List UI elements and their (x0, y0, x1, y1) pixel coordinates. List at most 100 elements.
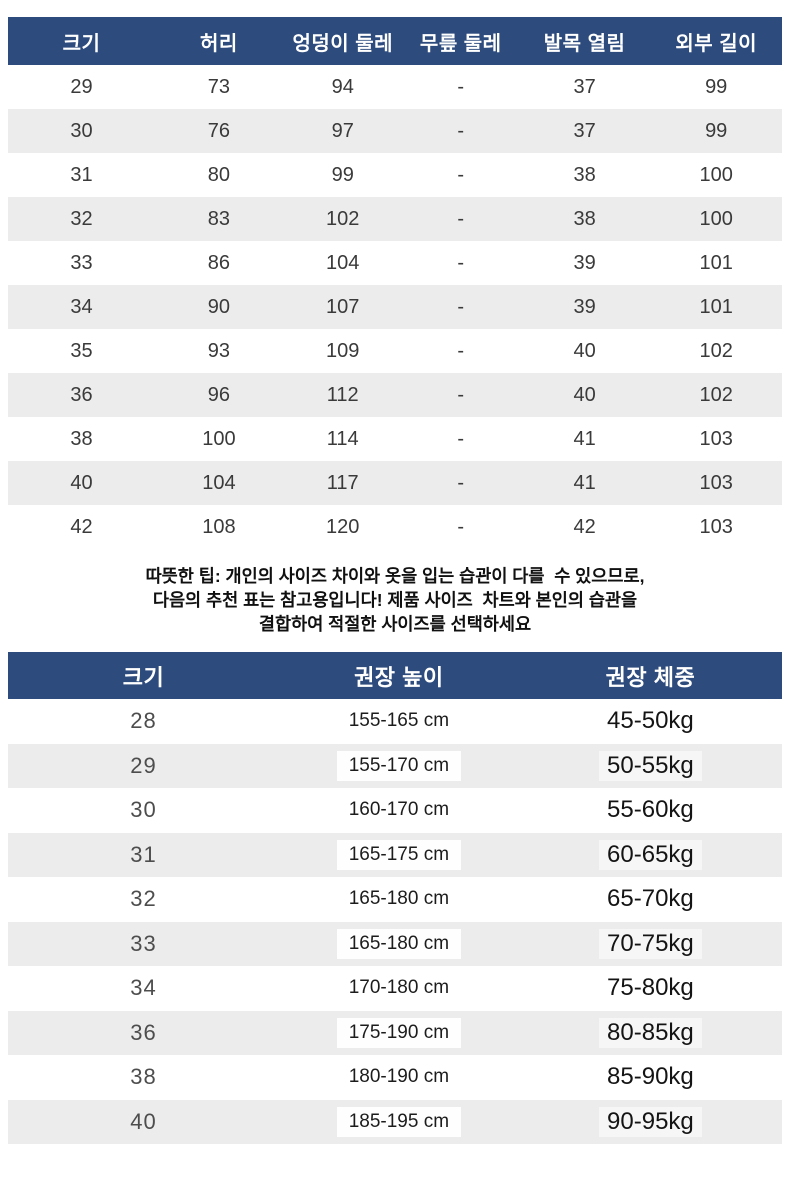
column-header-waist: 허리 (155, 17, 283, 65)
waist-cell: 104 (202, 471, 236, 494)
knee-cell: - (457, 163, 465, 186)
table-row: 36 96 112 - 40 102 (8, 373, 782, 417)
size-cell: 29 (8, 744, 279, 789)
table-row: 34 170-180 cm 75-80kg (8, 966, 782, 1011)
weight-value: 75-80kg (599, 973, 702, 1004)
knee-cell: - (457, 251, 465, 274)
length-cell: 102 (699, 339, 733, 362)
size-value: 40 (130, 1108, 157, 1134)
knee-cell: - (457, 207, 465, 230)
length-cell: 99 (705, 75, 728, 98)
size-cell: 33 (70, 251, 93, 274)
table-row: 32 165-180 cm 65-70kg (8, 877, 782, 922)
hip-cell: 114 (326, 427, 359, 450)
size-tip-note: 따뜻한 팁: 개인의 사이즈 차이와 옷을 입는 습관이 다를 수 있으므로, … (8, 564, 782, 636)
height-cell: 165-175 cm (279, 833, 519, 878)
size-cell: 38 (70, 427, 93, 450)
column-header-hip: 엉덩이 둘레 (282, 17, 403, 65)
table-row: 32 83 102 - 38 100 (8, 197, 782, 241)
ankle-cell: 37 (573, 75, 596, 98)
waist-cell: 80 (207, 163, 231, 186)
table-row: 30 160-170 cm 55-60kg (8, 788, 782, 833)
height-cell: 160-170 cm (279, 788, 519, 833)
table-row: 33 86 104 - 39 101 (8, 241, 782, 285)
ankle-cell: 39 (573, 295, 596, 318)
weight-cell: 70-75kg (519, 922, 782, 967)
table-row: 33 165-180 cm 70-75kg (8, 921, 782, 967)
knee-cell: - (457, 427, 465, 450)
size-value: 36 (130, 1019, 157, 1045)
size-cell: 38 (8, 1055, 279, 1100)
height-cell: 155-165 cm (279, 699, 519, 744)
weight-value: 60-65kg (599, 839, 702, 870)
waist-cell: 73 (207, 75, 231, 98)
table-row: 30 76 97 - 37 99 (8, 109, 782, 153)
ankle-cell: 40 (573, 339, 596, 362)
column-header-knee: 무릎 둘레 (402, 17, 519, 65)
height-value: 180-190 cm (336, 1062, 462, 1093)
table-row: 40 104 117 - 41 103 (8, 461, 782, 505)
hip-cell: 102 (326, 207, 360, 230)
hip-cell: 99 (331, 163, 354, 186)
size-value: 28 (130, 708, 157, 734)
tip-line: 결합하여 적절한 사이즈를 선택하세요 (258, 614, 532, 634)
size-value: 31 (130, 841, 157, 867)
size-cell: 31 (8, 833, 279, 878)
height-value: 175-190 cm (336, 1017, 462, 1048)
length-cell: 100 (699, 207, 733, 230)
table-row: 36 175-190 cm 80-85kg (8, 1010, 782, 1056)
hip-cell: 104 (326, 251, 360, 274)
length-cell: 99 (705, 119, 728, 142)
weight-value: 50-55kg (599, 750, 702, 781)
size-chart-page: 크기 허리 엉덩이 둘레 무릎 둘레 발목 열림 외부 길이 29 73 94 … (8, 17, 782, 1144)
weight-cell: 75-80kg (519, 966, 782, 1011)
column-header-length: 외부 길이 (650, 17, 782, 65)
table-row: 29 73 94 - 37 99 (8, 65, 782, 109)
waist-cell: 108 (202, 515, 236, 538)
height-value: 155-165 cm (336, 706, 462, 737)
hip-cell: 112 (326, 383, 359, 406)
weight-value: 55-60kg (599, 795, 702, 826)
knee-cell: - (457, 295, 465, 318)
size-cell: 33 (8, 922, 279, 967)
column-header-size: 크기 (8, 17, 156, 65)
ankle-cell: 39 (573, 251, 596, 274)
knee-cell: - (457, 119, 465, 142)
ankle-cell: 41 (573, 427, 596, 450)
size-cell: 32 (8, 877, 279, 922)
size-cell: 34 (8, 966, 279, 1011)
table-row: 31 80 99 - 38 100 (8, 153, 782, 197)
hip-cell: 120 (326, 515, 360, 538)
column-header-height: 권장 높이 (278, 652, 519, 699)
ankle-cell: 38 (573, 163, 596, 186)
recommendation-table: 크기 권장 높이 권장 체중 28 155-165 cm 45-50kg 29 … (8, 652, 782, 1144)
hip-cell: 94 (331, 75, 354, 98)
table-row: 42 108 120 - 42 103 (8, 505, 782, 549)
table-row: 31 165-175 cm 60-65kg (8, 832, 782, 878)
height-value: 160-170 cm (336, 795, 462, 826)
ankle-cell: 42 (573, 515, 596, 538)
size-cell: 42 (70, 515, 93, 538)
size-cell: 31 (70, 163, 93, 186)
weight-value: 80-85kg (599, 1017, 702, 1048)
size-cell: 36 (8, 1011, 279, 1056)
table-row: 29 155-170 cm 50-55kg (8, 743, 782, 789)
waist-cell: 93 (207, 339, 231, 362)
weight-cell: 80-85kg (519, 1011, 782, 1056)
height-cell: 170-180 cm (279, 966, 519, 1011)
knee-cell: - (457, 339, 465, 362)
waist-cell: 96 (207, 383, 231, 406)
height-value: 155-170 cm (336, 750, 462, 781)
table-row: 34 90 107 - 39 101 (8, 285, 782, 329)
height-value: 185-195 cm (336, 1106, 462, 1137)
tip-line: 다음의 추천 표는 참고용입니다! 제품 사이즈 차트와 본인의 습관을 (152, 590, 638, 610)
size-cell: 32 (70, 207, 93, 230)
waist-cell: 86 (207, 251, 231, 274)
knee-cell: - (457, 515, 465, 538)
weight-cell: 55-60kg (519, 788, 782, 833)
length-cell: 103 (699, 515, 733, 538)
hip-cell: 107 (326, 295, 360, 318)
weight-cell: 65-70kg (519, 877, 782, 922)
size-cell: 35 (70, 339, 93, 362)
height-cell: 155-170 cm (279, 744, 519, 789)
